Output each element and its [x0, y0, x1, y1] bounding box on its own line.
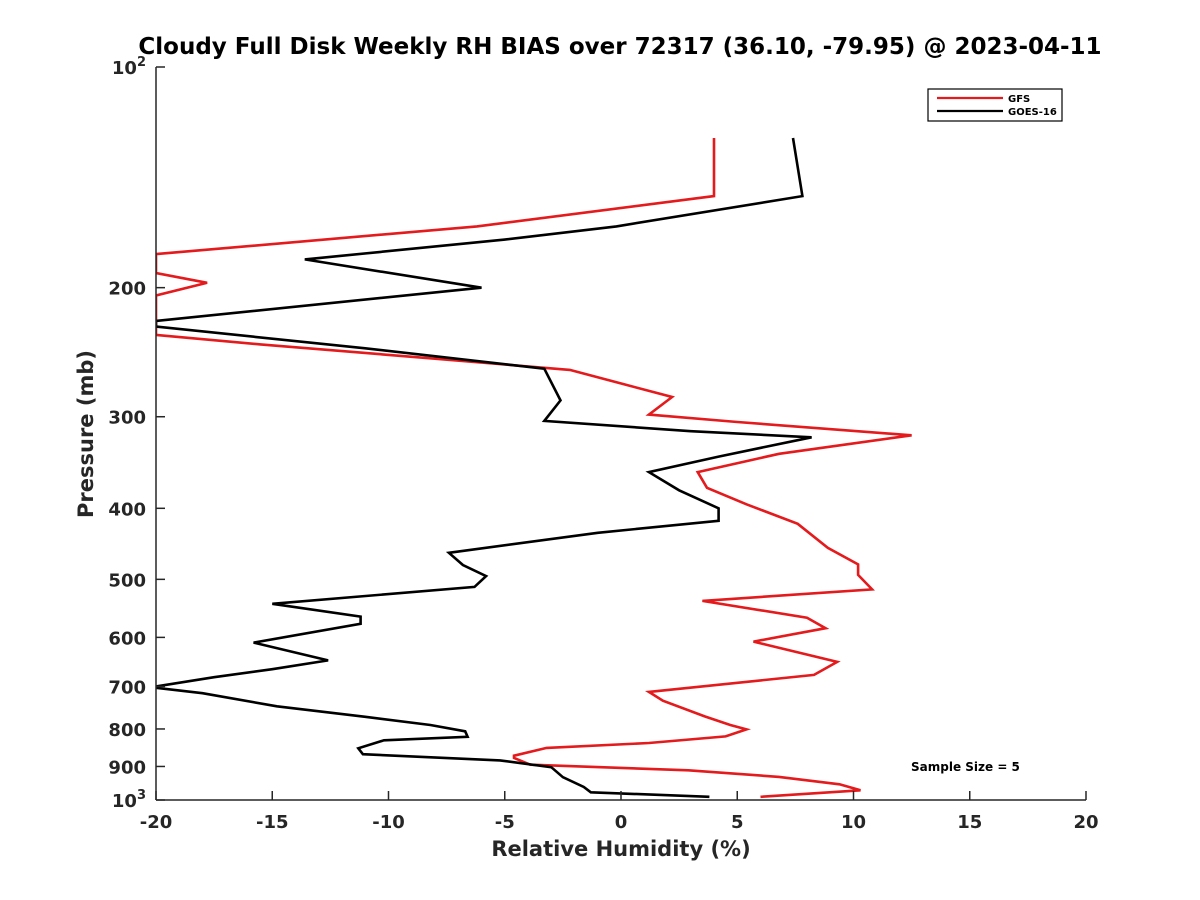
y-tick-label: 700 — [108, 677, 146, 698]
x-tick-label: 0 — [615, 812, 628, 833]
y-tick-label: 400 — [108, 499, 146, 520]
y-tick-label: 200 — [108, 279, 146, 300]
series-line-gfs — [156, 138, 912, 799]
y-tick-label: 500 — [108, 570, 146, 591]
x-tick-label: 15 — [957, 812, 982, 833]
series-layer — [156, 137, 912, 799]
x-tick-label: 10 — [841, 812, 866, 833]
y-tick-label: 900 — [108, 757, 146, 778]
x-tick-label: -10 — [372, 812, 405, 833]
chart-title: Cloudy Full Disk Weekly RH BIAS over 723… — [138, 34, 1101, 60]
series-line-goes-16 — [156, 137, 812, 799]
axes-layer: -20 -15 -10 -5 0 5 10 15 20 102 200 300 400 500 600 700… — [108, 55, 1098, 833]
x-axis-label: Relative Humidity (%) — [491, 837, 750, 861]
x-tick-label: -15 — [256, 812, 289, 833]
x-tick-label: 20 — [1073, 812, 1098, 833]
x-tick-label: -20 — [140, 812, 173, 833]
x-tick-label: 5 — [731, 812, 744, 833]
legend: GFS GOES-16 — [927, 88, 1063, 122]
legend-box — [927, 88, 1063, 122]
y-tick-label: 600 — [108, 628, 146, 649]
y-tick-label: 300 — [108, 408, 146, 429]
sample-size-annotation: Sample Size = 5 — [911, 760, 1020, 774]
y-tick-label: 103 — [112, 788, 146, 812]
y-tick-label: 800 — [108, 720, 146, 741]
y-tick-label: 102 — [112, 55, 146, 79]
legend-label-gfs: GFS — [1008, 94, 1030, 105]
y-axis-label: Pressure (mb) — [74, 350, 98, 518]
x-tick-label: -5 — [495, 812, 515, 833]
legend-label-goes-16: GOES-16 — [1008, 107, 1057, 118]
